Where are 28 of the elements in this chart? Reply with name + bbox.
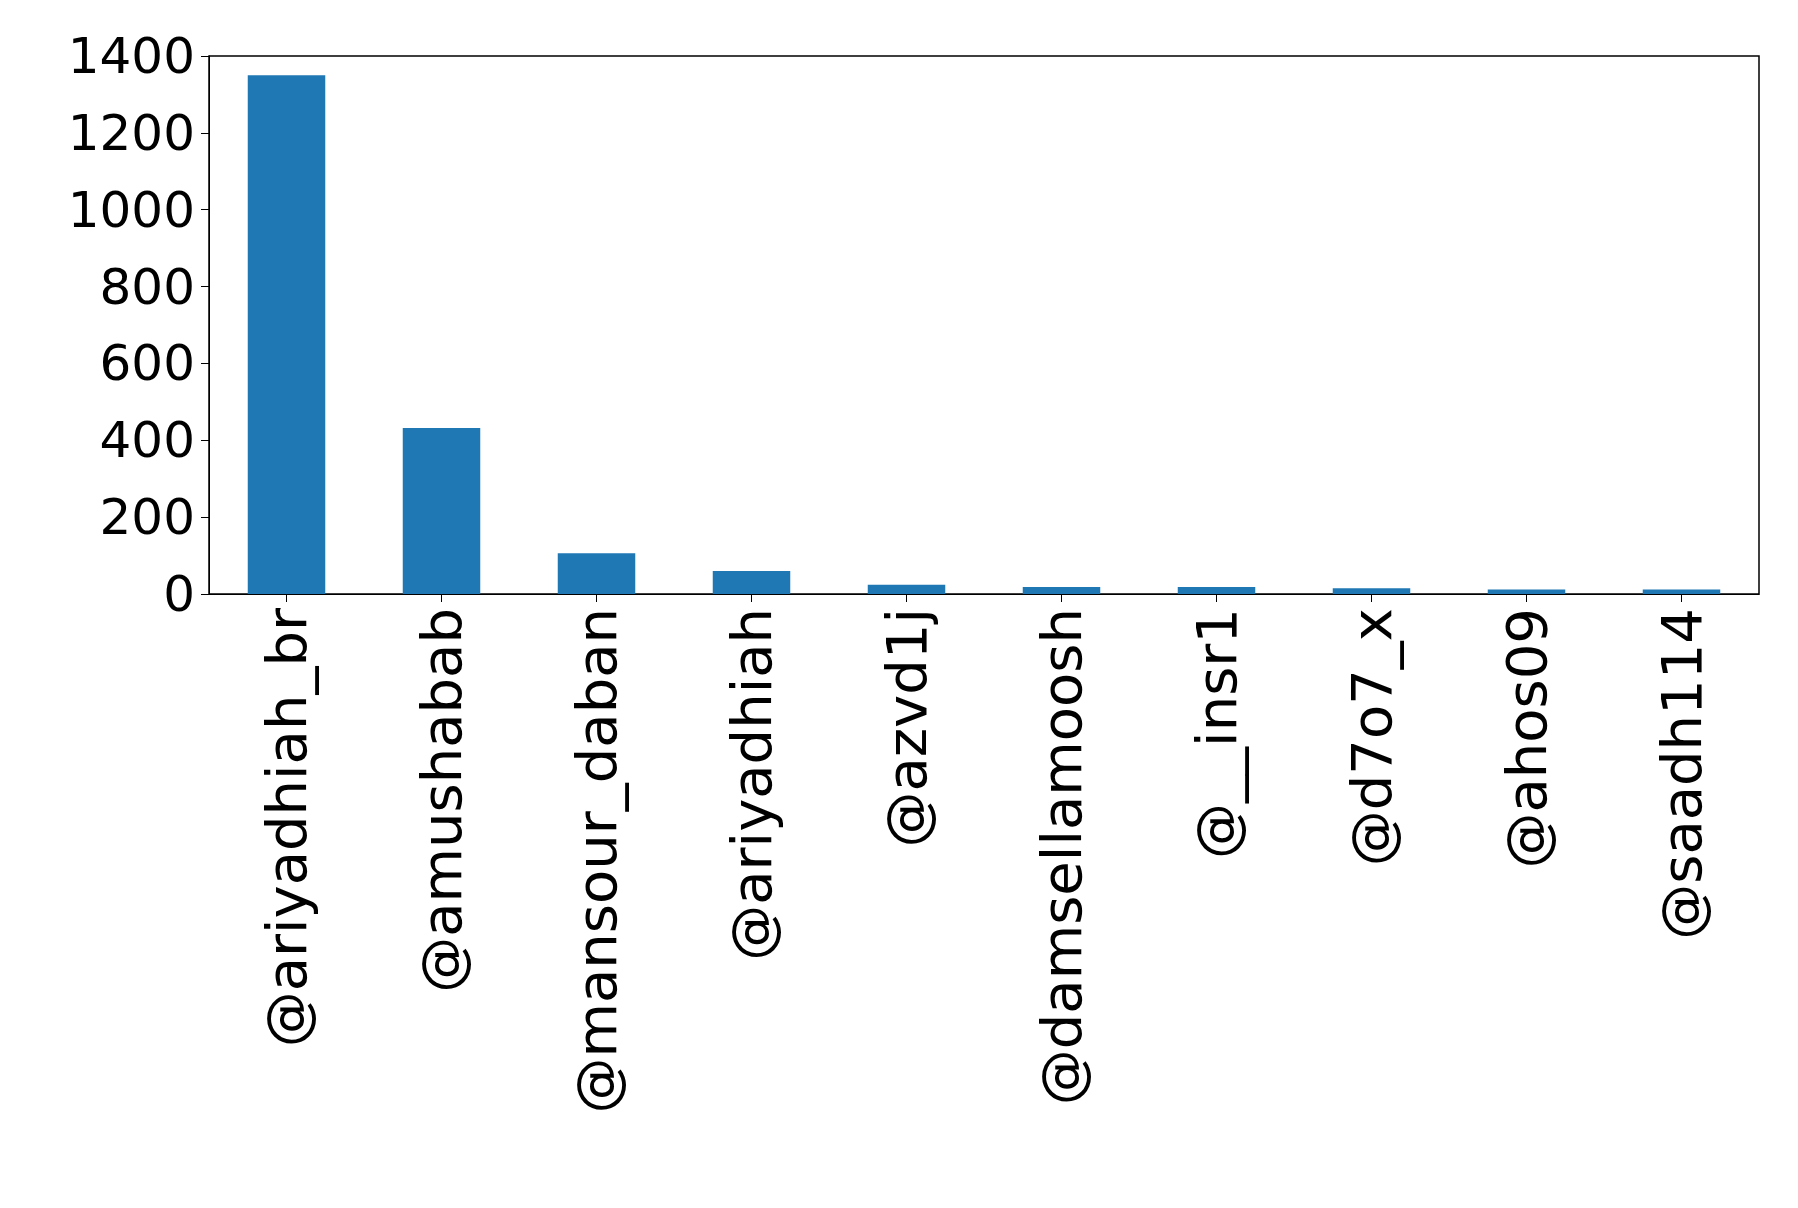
bar xyxy=(557,553,636,594)
x-tick-label: @saadh114 xyxy=(1649,608,1714,940)
y-tick-label: 1200 xyxy=(67,103,195,162)
bar xyxy=(402,427,481,594)
y-tick-label: 1000 xyxy=(67,180,195,239)
bar xyxy=(1022,587,1101,594)
bar xyxy=(712,570,791,594)
x-tick-label: @d7o7_x xyxy=(1339,608,1404,867)
bar xyxy=(1177,587,1256,594)
bar xyxy=(1332,588,1411,594)
y-tick-label: 200 xyxy=(99,488,195,547)
y-tick-label: 800 xyxy=(99,257,195,316)
x-tick-label: @mansour_daban xyxy=(564,608,629,1114)
x-tick-label: @ariyadhiah xyxy=(719,608,784,961)
x-tick-label: @azvd1j xyxy=(874,608,939,848)
x-tick-label: @ahos09 xyxy=(1494,608,1559,869)
y-tick-label: 0 xyxy=(163,565,195,623)
y-tick-label: 600 xyxy=(99,334,195,393)
x-tick-label: @ariyadhiah_br xyxy=(254,607,319,1048)
x-tick-label: @__insr1 xyxy=(1184,608,1249,859)
x-tick-label: @amushabab xyxy=(409,608,474,993)
bar xyxy=(247,75,326,594)
y-tick-label: 1400 xyxy=(67,27,195,85)
bar xyxy=(867,584,946,594)
y-tick-label: 400 xyxy=(99,411,195,470)
bar xyxy=(1487,589,1566,594)
x-tick-label: @damsellamoosh xyxy=(1029,608,1094,1106)
bar xyxy=(1642,589,1721,594)
